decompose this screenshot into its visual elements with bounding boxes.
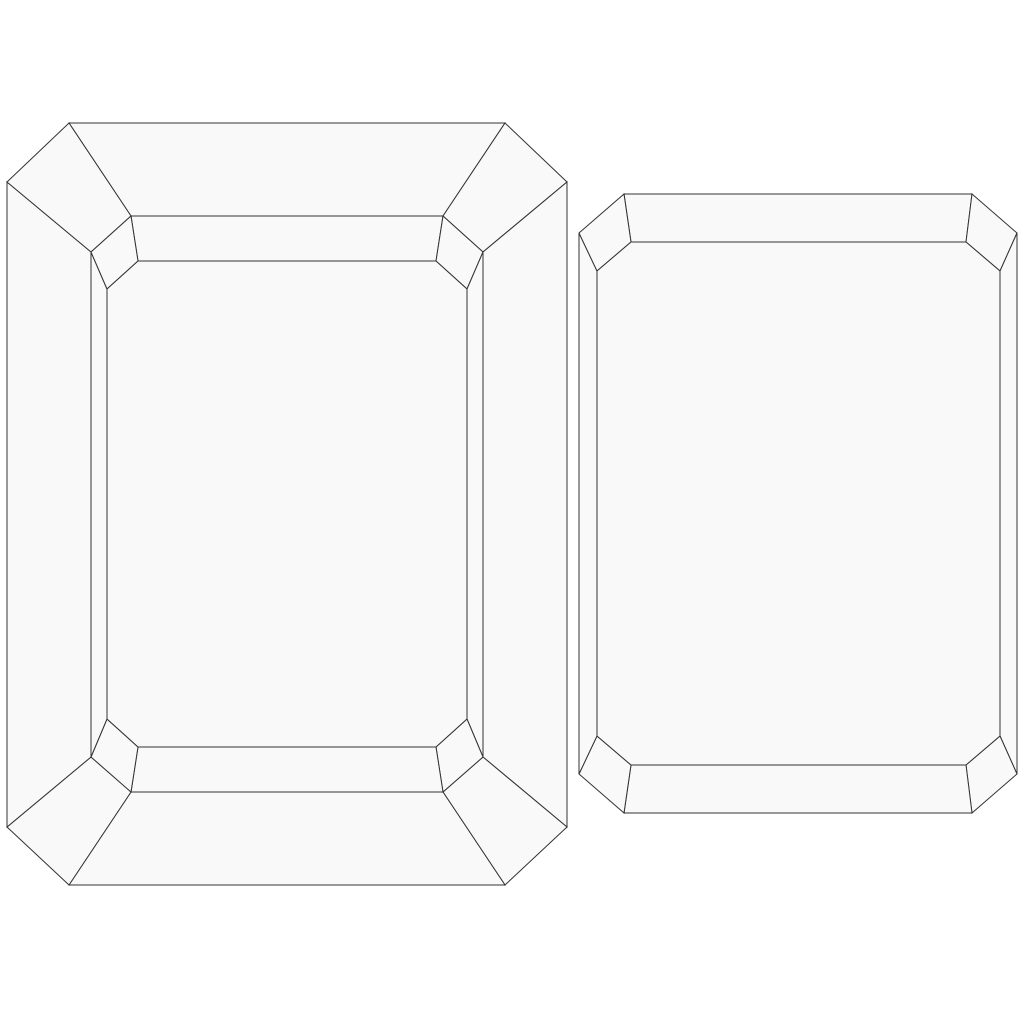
- inner-step-top: [130, 215, 444, 262]
- table-facet: [596, 241, 1001, 766]
- emerald-cut-front-view: [6, 122, 568, 886]
- step-facet-top: [68, 122, 506, 217]
- step-facet-bottom: [623, 764, 973, 814]
- inner-step-bottom: [130, 746, 444, 793]
- emerald-cut-side-view: [578, 193, 1018, 814]
- step-facet-left: [6, 180, 92, 829]
- inner-step-left: [90, 251, 108, 758]
- step-facet-top: [623, 193, 973, 243]
- step-facet-bottom: [68, 791, 506, 886]
- table-facet: [106, 260, 468, 748]
- step-facet-left: [578, 232, 598, 775]
- step-facet-right: [482, 180, 568, 829]
- inner-step-right: [466, 251, 484, 758]
- step-facet-right: [999, 232, 1018, 775]
